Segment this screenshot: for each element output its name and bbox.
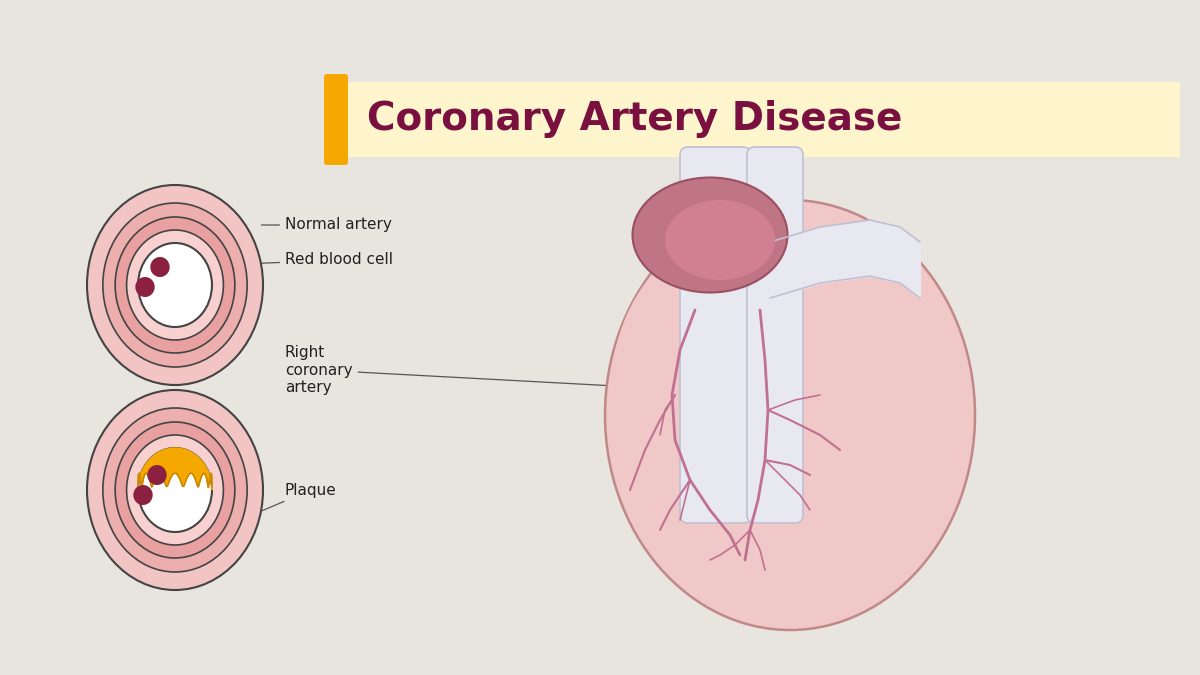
Text: Normal artery: Normal artery — [262, 217, 392, 232]
Ellipse shape — [632, 178, 787, 292]
FancyBboxPatch shape — [346, 82, 1180, 157]
Ellipse shape — [612, 223, 908, 546]
Ellipse shape — [88, 185, 263, 385]
Ellipse shape — [115, 217, 235, 353]
Ellipse shape — [605, 200, 974, 630]
Ellipse shape — [103, 408, 247, 572]
Text: Right
coronary
artery: Right coronary artery — [286, 345, 688, 395]
Text: Coronary Artery Disease: Coronary Artery Disease — [367, 101, 902, 138]
Text: Plaque: Plaque — [208, 483, 337, 534]
Ellipse shape — [115, 422, 235, 558]
Ellipse shape — [150, 257, 169, 277]
Ellipse shape — [127, 435, 223, 545]
FancyBboxPatch shape — [324, 74, 348, 165]
Ellipse shape — [127, 230, 223, 340]
Ellipse shape — [133, 485, 152, 505]
Ellipse shape — [138, 243, 212, 327]
Text: Red blood cell: Red blood cell — [173, 252, 394, 267]
FancyBboxPatch shape — [680, 147, 751, 523]
Polygon shape — [138, 448, 212, 490]
Ellipse shape — [103, 203, 247, 367]
Ellipse shape — [136, 277, 155, 297]
Ellipse shape — [148, 465, 167, 485]
Ellipse shape — [88, 390, 263, 590]
Ellipse shape — [665, 200, 775, 280]
FancyBboxPatch shape — [746, 147, 803, 523]
Ellipse shape — [138, 448, 212, 532]
